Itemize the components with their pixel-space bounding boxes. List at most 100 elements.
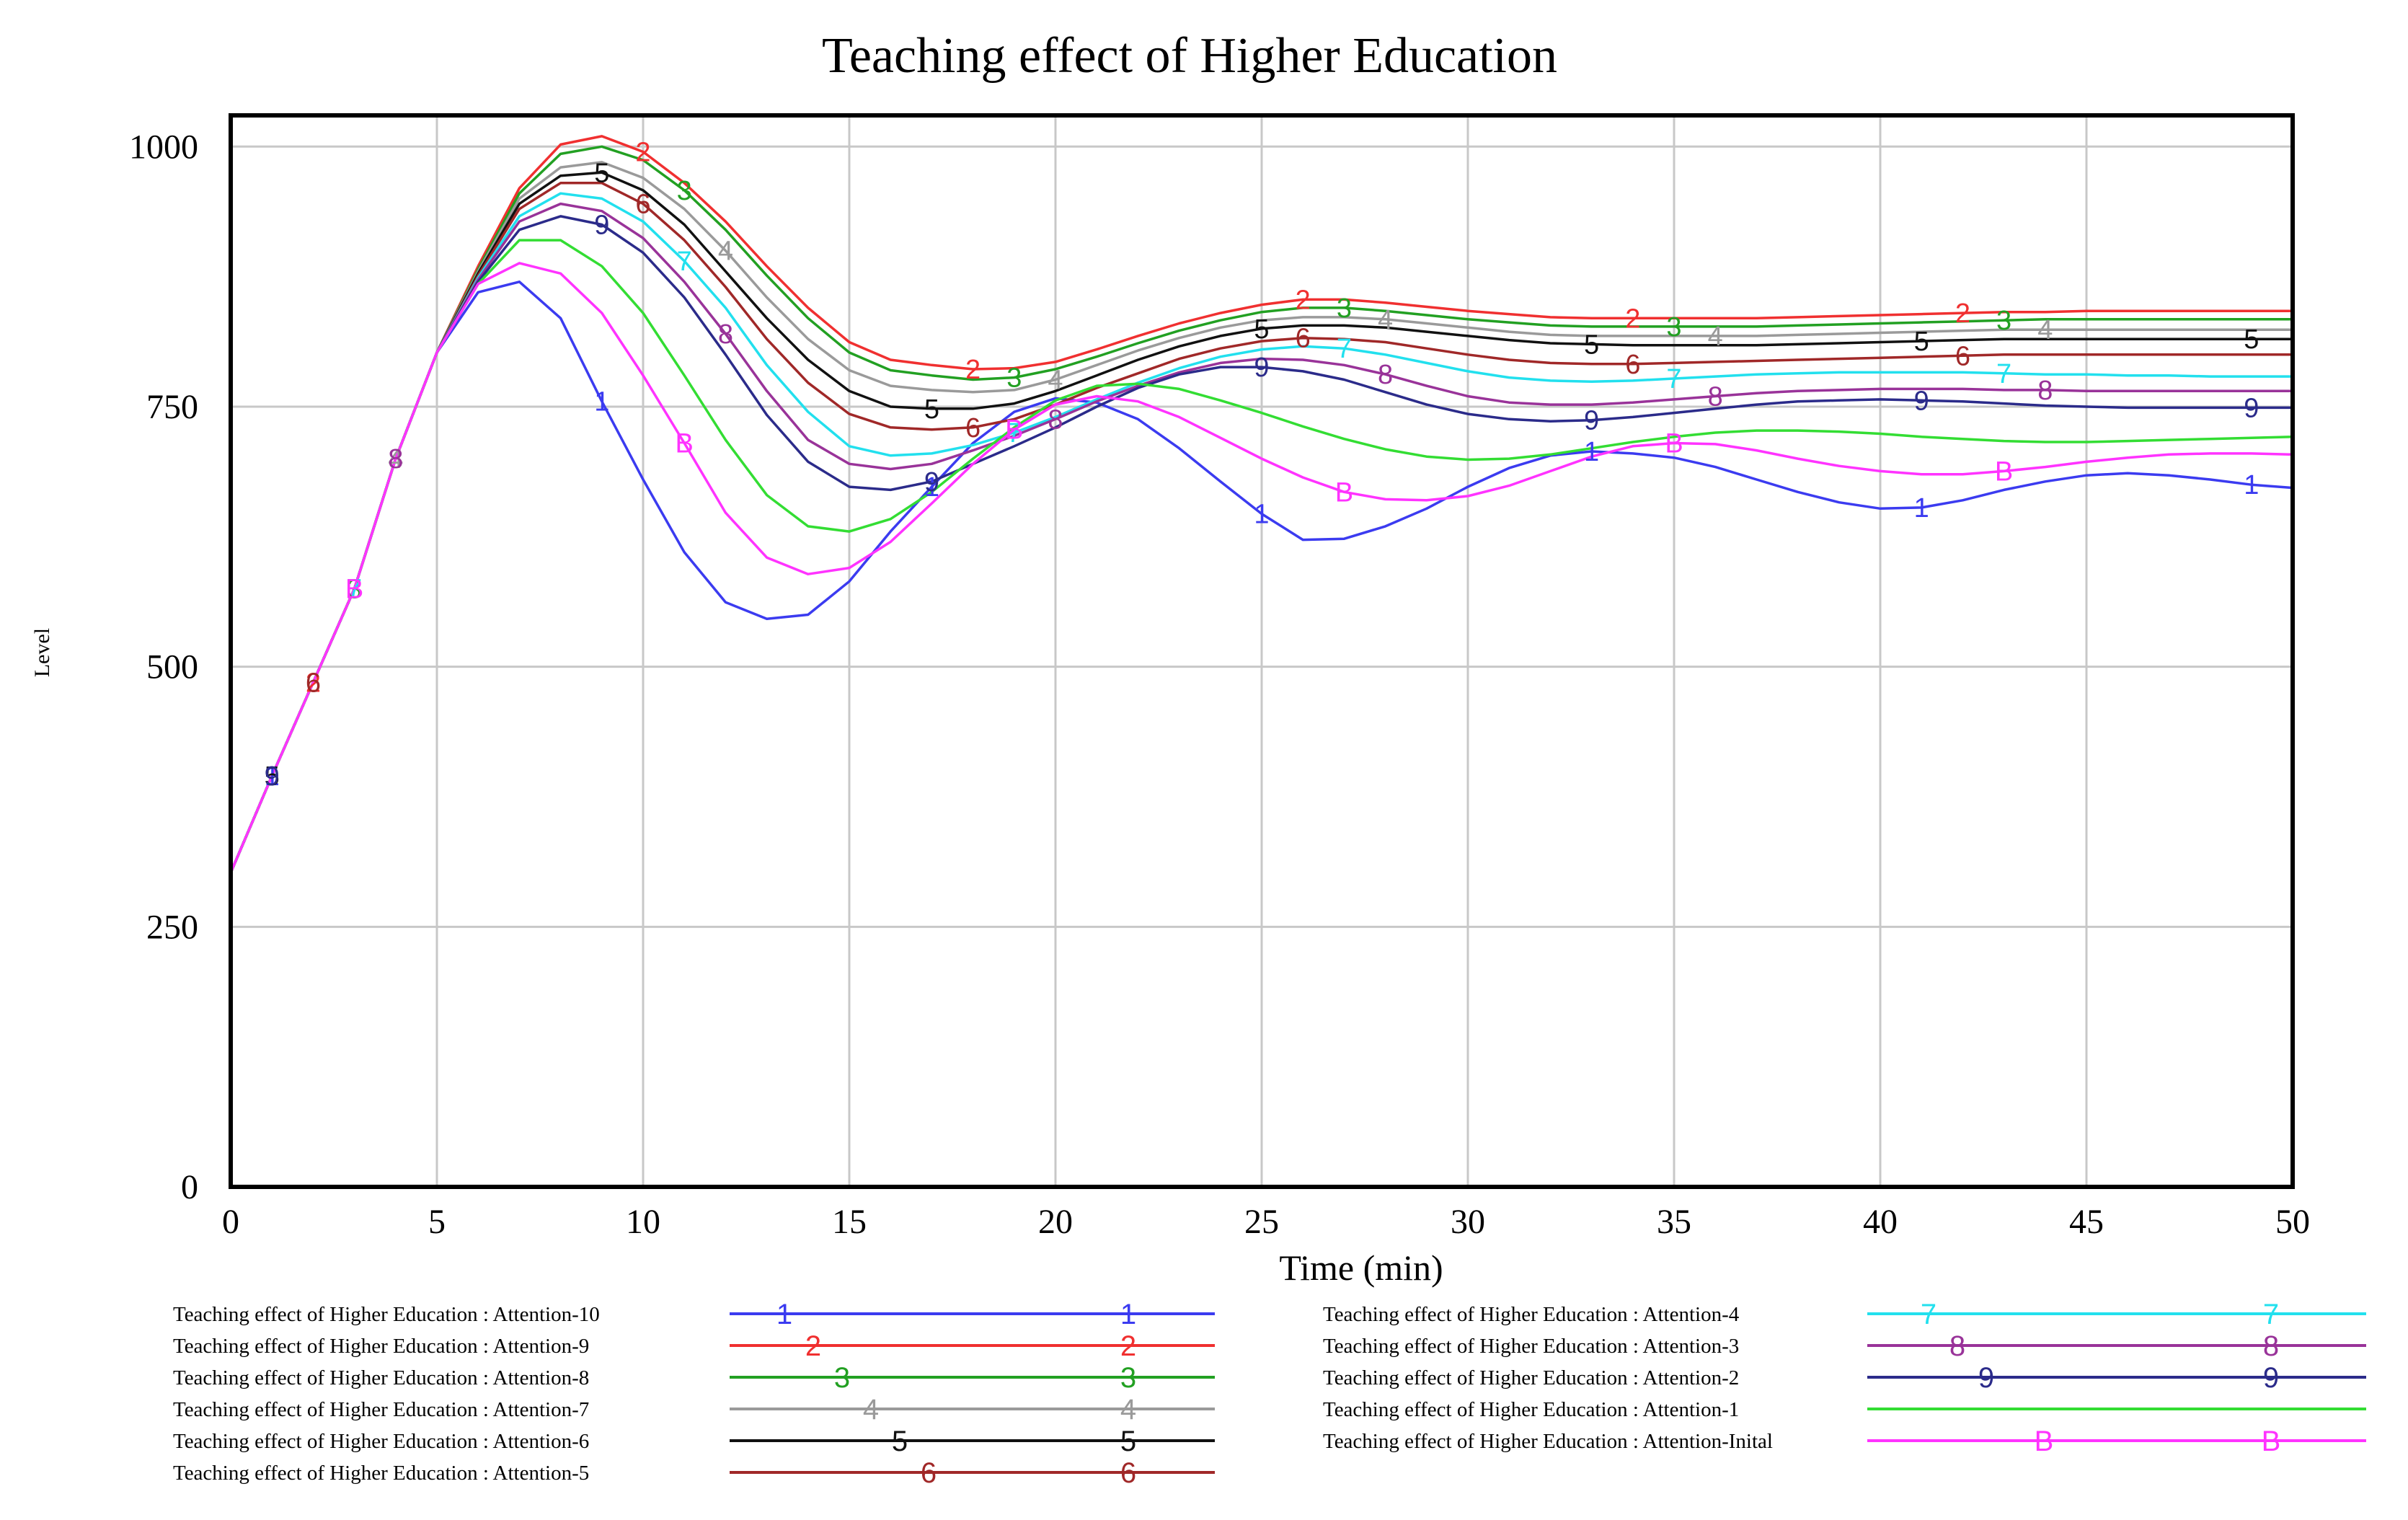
legend: Teaching effect of Higher Education : At… <box>173 1299 2366 1489</box>
x-tick-label: 45 <box>2069 1203 2104 1241</box>
legend-label: Teaching effect of Higher Education : At… <box>173 1335 589 1358</box>
series-line-8 <box>229 202 2293 873</box>
x-tick-label: 0 <box>222 1203 239 1241</box>
x-tick-label: 10 <box>626 1203 660 1241</box>
legend-label: Teaching effect of Higher Education : At… <box>173 1462 589 1485</box>
series-marker-6: 6 <box>1296 324 1311 354</box>
legend-marker: 8 <box>1949 1330 1965 1362</box>
x-tick-label: 50 <box>2275 1203 2310 1241</box>
series-marker-1: 1 <box>2244 470 2259 500</box>
series-marker-5: 5 <box>1584 330 1599 360</box>
y-tick-label: 500 <box>146 648 198 686</box>
legend-label: Teaching effect of Higher Education : At… <box>173 1398 589 1421</box>
series-marker-9: 9 <box>1254 353 1269 383</box>
legend-marker: 5 <box>892 1426 908 1457</box>
plot-frame <box>229 113 2295 1189</box>
legend-marker: 8 <box>2263 1330 2279 1362</box>
y-tick-label: 750 <box>146 388 198 426</box>
series-marker-1: 1 <box>1914 493 1929 523</box>
series-layer <box>229 135 2293 873</box>
series-marker-4: 4 <box>2037 315 2053 345</box>
x-tick-label: 5 <box>428 1203 446 1241</box>
x-tick-label: 20 <box>1038 1203 1073 1241</box>
y-axis-ticks: 0 250 500 750 1000 <box>129 128 198 1206</box>
series-marker-6: 6 <box>1955 341 1970 371</box>
series-marker-8: 8 <box>1378 360 1393 390</box>
legend-marker: 5 <box>1120 1426 1136 1457</box>
x-tick-label: 35 <box>1657 1203 1691 1241</box>
series-marker-8: 8 <box>388 444 403 474</box>
series-marker-9: 9 <box>1914 386 1929 416</box>
legend-label: Teaching effect of Higher Education : At… <box>173 1430 589 1453</box>
series-marker-1: 1 <box>265 761 280 792</box>
series-marker-2: 2 <box>1955 299 1970 329</box>
series-line-1 <box>229 280 2293 873</box>
x-axis-ticks: 0 5 10 15 20 25 30 35 40 45 50 <box>222 1203 2310 1241</box>
grid-lines <box>231 115 2293 1187</box>
x-tick-label: 15 <box>832 1203 867 1241</box>
legend-marker: 4 <box>1120 1394 1136 1426</box>
series-marker-9: 9 <box>594 210 609 240</box>
legend-marker: 9 <box>1978 1362 1994 1394</box>
series-marker-5: 5 <box>924 394 939 425</box>
series-marker-4: 4 <box>1048 365 1063 395</box>
series-line-4 <box>229 161 2293 873</box>
series-marker-2: 2 <box>1625 304 1640 334</box>
series-line-10 <box>229 239 2293 873</box>
series-marker-11: B <box>676 428 694 459</box>
legend-marker: 3 <box>834 1362 850 1394</box>
series-marker-11: B <box>1005 415 1023 446</box>
series-marker-5: 5 <box>1914 327 1929 357</box>
series-marker-2: 2 <box>635 137 650 167</box>
legend-marker: B <box>2262 1426 2281 1457</box>
series-marker-8: 8 <box>2037 376 2053 406</box>
series-marker-11: B <box>1335 477 1353 508</box>
series-marker-1: 1 <box>924 472 939 503</box>
series-marker-7: 7 <box>1337 334 1352 364</box>
series-marker-8: 8 <box>1048 405 1063 435</box>
legend-marker: B <box>2035 1426 2054 1457</box>
legend-label: Teaching effect of Higher Education : At… <box>1323 1430 1773 1453</box>
series-line-5 <box>229 171 2293 873</box>
chart-title: Teaching effect of Higher Education <box>822 28 1557 84</box>
x-axis-label: Time (min) <box>1279 1247 1443 1288</box>
series-line-9 <box>229 215 2293 873</box>
legend-marker: 4 <box>863 1394 879 1426</box>
series-marker-5: 5 <box>1254 314 1269 345</box>
series-marker-6: 6 <box>635 190 650 220</box>
y-tick-label: 1000 <box>129 128 198 166</box>
series-marker-3: 3 <box>1337 293 1352 324</box>
series-marker-9: 9 <box>2244 393 2259 423</box>
legend-marker: 6 <box>1120 1457 1136 1489</box>
series-marker-11: B <box>1665 428 1683 459</box>
series-marker-9: 9 <box>924 467 939 498</box>
legend-label: Teaching effect of Higher Education : At… <box>1323 1398 1739 1421</box>
legend-label: Teaching effect of Higher Education : At… <box>173 1366 589 1389</box>
legend-label: Teaching effect of Higher Education : At… <box>1323 1335 1739 1358</box>
series-marker-3: 3 <box>1006 363 1022 394</box>
legend-marker: 7 <box>2263 1299 2279 1330</box>
y-tick-label: 250 <box>146 908 198 946</box>
series-marker-8: 8 <box>1708 382 1723 412</box>
y-tick-label: 0 <box>181 1168 198 1206</box>
x-tick-label: 25 <box>1244 1203 1279 1241</box>
series-marker-5: 5 <box>265 761 280 792</box>
y-axis-label: Level <box>30 628 54 677</box>
x-tick-label: 40 <box>1863 1203 1898 1241</box>
legend-marker: 2 <box>1120 1330 1136 1362</box>
series-marker-4: 4 <box>1708 322 1723 352</box>
legend-marker: 3 <box>1120 1362 1136 1394</box>
series-marker-8: 8 <box>718 319 733 350</box>
series-marker-7: 7 <box>1996 359 2011 389</box>
series-line-7 <box>229 192 2293 873</box>
series-marker-11: B <box>1995 456 2013 487</box>
legend-marker: 9 <box>2263 1362 2279 1394</box>
series-marker-2: 2 <box>965 355 981 385</box>
series-marker-9: 9 <box>1584 406 1599 436</box>
series-line-6 <box>229 182 2293 873</box>
series-marker-6: 6 <box>1625 350 1640 380</box>
series-marker-7: 7 <box>1006 418 1022 449</box>
series-marker-3: 3 <box>347 574 362 604</box>
